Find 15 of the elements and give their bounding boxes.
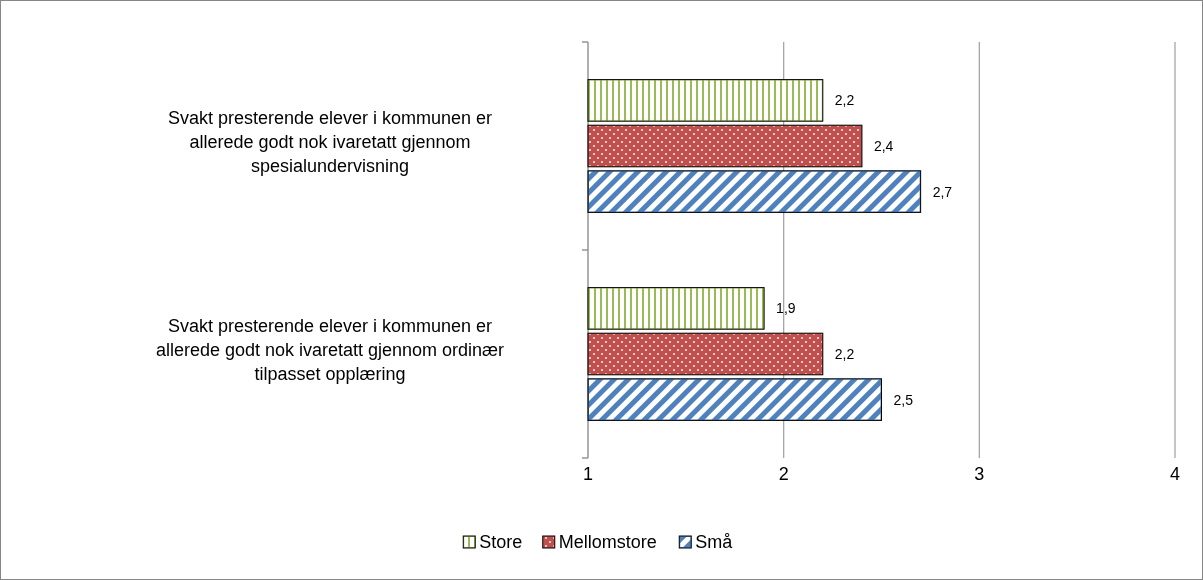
x-tick-label: 2 <box>778 464 789 484</box>
x-tick-label: 3 <box>974 464 985 484</box>
data-label: 1,9 <box>776 300 796 317</box>
data-label: 2,7 <box>932 183 953 200</box>
data-label: 2,2 <box>834 92 855 109</box>
y-tick-label: Svakt presterende elever i kommunen er allerede godt nok ivaretatt gjennom ordinær tilpasset opplæring <box>155 316 505 384</box>
legend-label: Små <box>695 532 734 552</box>
x-tick-label: 1 <box>582 464 594 484</box>
x-tick-label: 4 <box>1169 464 1181 484</box>
data-label: 2,5 <box>893 391 914 408</box>
data-label: 2,2 <box>834 346 855 362</box>
data-label: 2,4 <box>873 138 894 154</box>
legend-label: Store <box>479 532 523 552</box>
legend-label: Mellomstore <box>558 532 657 552</box>
y-tick-label: Svakt presterende elever i kommunen er allerede godt nok ivaretatt gjennom spesialundervisning <box>167 108 493 176</box>
